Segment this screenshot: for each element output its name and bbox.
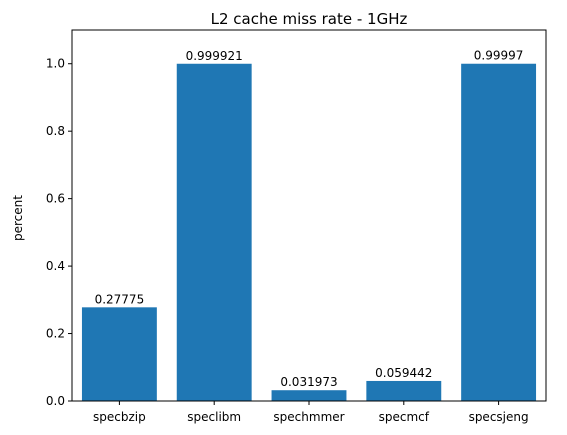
bar-specbzip [81,307,157,401]
data-label-spechmmer: 0.031973 [280,375,337,389]
x-tick-label: specmcf [379,410,430,424]
bar-spechmmer [271,390,347,401]
chart-title: L2 cache miss rate - 1GHz [211,10,408,28]
y-axis-ticks: 0.0 0.2 0.4 0.6 0.8 1.0 [46,57,72,408]
bar-specsjeng [461,63,537,401]
y-axis-label: percent [11,195,25,241]
x-axis-ticks: specbzip speclibm spechmmer specmcf specsjen… [93,401,529,424]
bar-speclibm [176,63,252,402]
y-tick-label: 0.4 [46,259,65,273]
x-tick-label: specsjeng [469,410,529,424]
y-tick-label: 0.6 [46,192,65,206]
x-tick-label: speclibm [187,410,241,424]
y-tick-label: 0.2 [46,327,65,341]
data-label-specsjeng: 0.99997 [474,49,524,63]
data-label-specbzip: 0.27775 [95,292,145,306]
x-tick-label: spechmmer [273,410,344,424]
data-label-speclibm: 0.999921 [186,49,243,63]
y-tick-label: 0.8 [46,124,65,138]
bar-specmcf [366,380,442,401]
y-tick-label: 1.0 [46,57,65,71]
plot-frame [71,29,547,402]
y-tick-label: 0.0 [46,394,65,408]
x-tick-label: specbzip [93,410,146,424]
data-label-specmcf: 0.059442 [375,366,432,380]
bars-layer: 0.27775 0.999921 0.031973 0.059442 0.99997 [81,49,537,402]
